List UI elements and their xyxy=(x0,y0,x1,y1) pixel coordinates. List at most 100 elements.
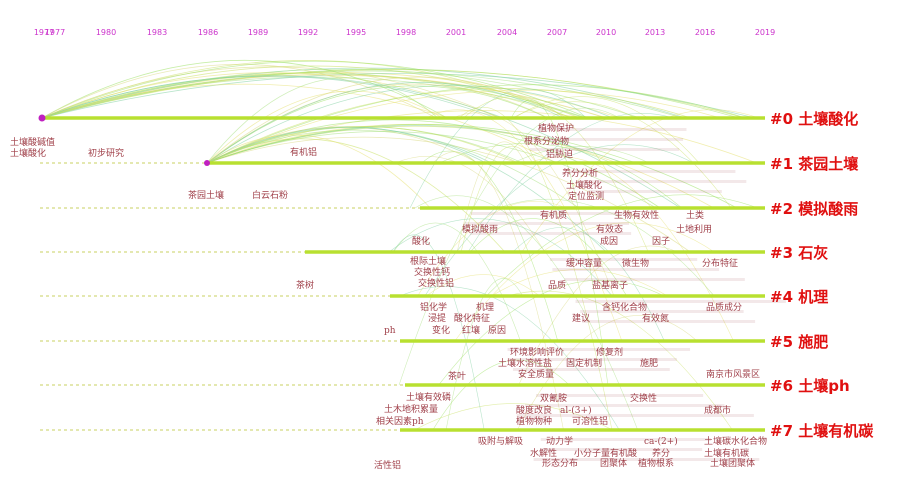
keyword-label: 交换性钙 xyxy=(414,266,450,278)
cluster-label: #4 机理 xyxy=(770,288,828,306)
keyword-label: ph xyxy=(384,326,396,336)
citation-arc xyxy=(409,88,587,209)
keyword-label: 茶叶 xyxy=(448,370,466,382)
year-tick-label: 1983 xyxy=(147,28,167,37)
keyword-label: 根系分泌物 xyxy=(524,135,569,147)
overlap-texture xyxy=(575,180,747,183)
year-tick-label: 2007 xyxy=(547,28,567,37)
keyword-label: ca-(2+) xyxy=(644,436,678,447)
citation-arc xyxy=(417,201,567,297)
keyword-label: 修复剂 xyxy=(596,346,623,358)
keyword-label: 酸度改良 xyxy=(516,404,552,416)
cluster-label: #2 模拟酸雨 xyxy=(770,200,858,218)
keyword-label: 生物有效性 xyxy=(614,209,659,221)
citation-arc xyxy=(388,218,613,297)
keyword-label: 盐基离子 xyxy=(592,279,628,291)
keyword-label: 双氰胺 xyxy=(540,392,567,404)
keyword-label: 茶园土壤 xyxy=(188,189,224,201)
year-tick-label: 2010 xyxy=(596,28,616,37)
citation-arc xyxy=(512,101,732,209)
overlap-texture xyxy=(516,414,754,417)
overlap-texture xyxy=(512,368,670,371)
overlap-texture xyxy=(588,190,722,193)
cluster-timelines xyxy=(38,114,765,432)
keyword-label: 团聚体 xyxy=(600,457,627,469)
citation-arc xyxy=(206,134,431,209)
keyword-label: 植物根系 xyxy=(638,457,674,469)
keyword-label: 养分 xyxy=(652,447,670,459)
citation-arc xyxy=(206,123,715,209)
cluster-label: #6 土壤ph xyxy=(770,377,850,395)
overlap-texture xyxy=(580,310,744,313)
citation-arc xyxy=(206,123,738,209)
citation-arc xyxy=(206,82,564,164)
keyword-label: 土壤有机碳 xyxy=(704,447,749,459)
overlap-texture xyxy=(527,138,684,141)
cluster-label: #5 施肥 xyxy=(770,333,828,351)
overlap-texture xyxy=(549,258,698,261)
keyword-label: 缓冲容量 xyxy=(566,257,602,269)
keyword-label: 有效态 xyxy=(596,223,623,235)
citation-arc xyxy=(206,85,548,164)
keyword-label: 机理 xyxy=(476,301,494,313)
keyword-label: 模拟酸雨 xyxy=(462,223,498,235)
overlap-texture xyxy=(552,268,720,271)
keyword-label: 品质 xyxy=(548,279,566,291)
citation-arc xyxy=(41,72,501,119)
keyword-label: 施肥 xyxy=(640,357,658,369)
citation-arc xyxy=(439,143,683,209)
citation-arc xyxy=(486,194,759,297)
overlap-texture xyxy=(507,348,691,351)
keyword-label: 微生物 xyxy=(622,257,649,269)
citation-arc xyxy=(206,127,492,164)
citation-arc xyxy=(454,222,715,342)
cluster-label: #7 土壤有机碳 xyxy=(770,422,874,440)
overlap-texture xyxy=(575,300,786,303)
keyword-label: 定位监测 xyxy=(568,190,604,202)
citation-arc xyxy=(432,151,564,431)
citation-arc xyxy=(206,76,568,164)
citation-arc xyxy=(41,83,557,164)
year-tick-label: 2019 xyxy=(755,28,775,37)
keyword-label: 成都市 xyxy=(704,404,731,416)
citation-arc xyxy=(421,150,559,342)
origin-node xyxy=(38,114,46,122)
keyword-label: 养分分析 xyxy=(562,167,598,179)
overlap-texture xyxy=(529,148,680,151)
cluster-label: #0 土壤酸化 xyxy=(770,110,858,128)
keyword-label: 变化 xyxy=(432,324,450,336)
citation-arc xyxy=(463,96,649,253)
year-tick-label: 2001 xyxy=(446,28,466,37)
keyword-label: 固定机制 xyxy=(566,357,602,369)
keyword-label: 品质成分 xyxy=(706,301,742,313)
citation-arc xyxy=(507,290,733,431)
keyword-label: 活性铝 xyxy=(374,459,401,471)
keyword-label: 土地利用 xyxy=(676,223,712,235)
keyword-label: 分布特征 xyxy=(702,257,738,269)
keyword-label: 相关因素ph xyxy=(376,415,424,427)
citation-arc xyxy=(41,75,681,209)
overlap-texture xyxy=(582,320,756,323)
keyword-label: 土木地积累量 xyxy=(384,403,438,415)
keyword-label: 植物物种 xyxy=(516,415,552,427)
overlap-texture xyxy=(541,448,703,451)
citation-arc xyxy=(424,144,694,297)
keyword-label: 酸化 xyxy=(412,235,430,247)
keyword-label: 红壤 xyxy=(462,324,480,336)
keyword-label: 浸提 xyxy=(428,313,446,324)
keyword-label: 根际土壤 xyxy=(410,255,446,267)
year-tick-label: 1992 xyxy=(298,28,318,37)
citation-arc xyxy=(41,64,437,119)
citation-arc xyxy=(469,218,628,297)
year-tick-label: 1986 xyxy=(198,28,218,37)
overlap-texture xyxy=(564,278,745,281)
citation-arc xyxy=(521,109,759,253)
citation-arc xyxy=(399,286,620,431)
citation-arc xyxy=(206,89,721,164)
cluster-labels: #0 土壤酸化 #1 茶园土壤 #2 模拟酸雨 #3 石灰 #4 机理 #5 施肥 #6 土… xyxy=(770,110,874,440)
origin-node xyxy=(204,160,210,166)
citation-arc xyxy=(414,403,613,431)
citation-arc xyxy=(206,126,479,164)
